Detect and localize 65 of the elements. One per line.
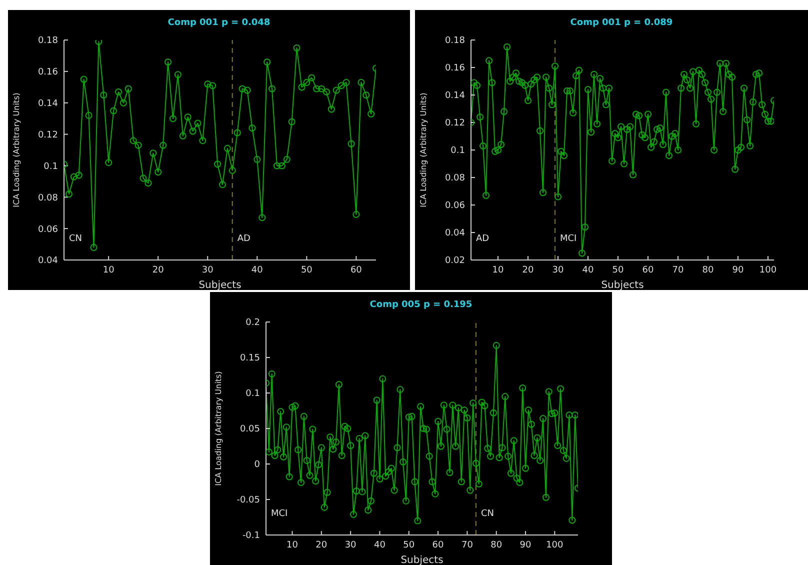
x-tick-label: 30 [202, 265, 214, 276]
x-tick-label: 20 [522, 265, 534, 276]
x-tick-label: 60 [350, 265, 362, 276]
x-tick-label: 80 [490, 540, 502, 550]
chart-title: Comp 001 p = 0.089 [569, 18, 674, 28]
x-tick-label: 70 [672, 265, 684, 276]
x-tick-label: 50 [403, 540, 415, 550]
y-tick-label: 0.16 [444, 64, 466, 74]
x-tick-label: 20 [316, 540, 328, 550]
y-tick-label: -0.05 [236, 496, 260, 506]
y-axis-title: ICA Loading (Arbitrary Units) [418, 92, 428, 208]
x-tick-label: 90 [520, 540, 532, 550]
annotation: CN [69, 234, 82, 244]
x-axis-title: Subjects [601, 280, 644, 291]
x-tick-label: 100 [546, 540, 564, 550]
y-tick-label: 0.1 [246, 389, 260, 400]
x-tick-label: 10 [102, 265, 115, 276]
annotation: AD [237, 234, 250, 244]
y-tick-label: 0.04 [444, 228, 466, 239]
x-tick-label: 90 [732, 265, 744, 276]
chart-title: Comp 005 p = 0.195 [368, 300, 474, 310]
y-tick-label: 0.15 [240, 354, 260, 364]
x-axis-title: Subjects [400, 555, 444, 565]
annotation: AD [476, 234, 490, 244]
y-axis-title: ICA Loading (Arbitrary Units) [214, 371, 223, 486]
y-tick-label: 0.06 [38, 224, 58, 235]
y-axis-title: ICA Loading (Arbitrary Units) [12, 92, 21, 208]
annotation: MCI [271, 509, 288, 519]
y-tick-label: 0.02 [444, 256, 465, 266]
y-tick-label: 0 [254, 460, 260, 470]
x-tick-label: 50 [300, 265, 313, 276]
x-tick-label: 80 [702, 265, 714, 276]
y-tick-label: 0.12 [38, 130, 58, 140]
y-tick-label: 0.04 [38, 256, 58, 266]
y-tick-label: 0.1 [450, 146, 465, 156]
x-tick-label: 40 [582, 265, 594, 276]
annotation: CN [480, 509, 494, 519]
y-tick-label: 0.08 [38, 193, 58, 204]
y-tick-label: 0.08 [444, 174, 466, 184]
y-tick-label: 0.16 [38, 68, 58, 78]
y-tick-label: 0.05 [240, 424, 260, 435]
x-tick-label: 60 [642, 265, 654, 276]
x-tick-label: 70 [461, 540, 474, 550]
x-tick-label: 10 [492, 265, 504, 276]
x-tick-label: 20 [152, 265, 164, 276]
y-tick-label: 0.1 [44, 162, 58, 172]
x-tick-label: 50 [612, 265, 624, 276]
y-tick-label: 0.18 [38, 36, 58, 46]
chart-title: Comp 001 p = 0.048 [166, 18, 272, 28]
x-axis-title: Subjects [198, 280, 242, 291]
x-tick-label: 40 [374, 540, 386, 550]
annotation: MCI [560, 234, 577, 244]
x-tick-label: 30 [344, 540, 357, 550]
y-tick-label: 0.12 [444, 118, 465, 129]
y-tick-label: 0.14 [38, 99, 58, 110]
x-tick-label: 10 [286, 540, 298, 550]
y-tick-label: 0.14 [444, 91, 466, 102]
x-tick-label: 100 [759, 265, 777, 276]
x-tick-label: 60 [432, 540, 444, 550]
y-tick-label: 0.06 [444, 201, 466, 212]
x-tick-label: 30 [552, 265, 564, 276]
x-tick-label: 40 [251, 265, 264, 276]
y-tick-label: 0.18 [444, 36, 466, 46]
y-tick-label: 0.2 [246, 318, 260, 328]
y-tick-label: -0.1 [242, 531, 260, 542]
